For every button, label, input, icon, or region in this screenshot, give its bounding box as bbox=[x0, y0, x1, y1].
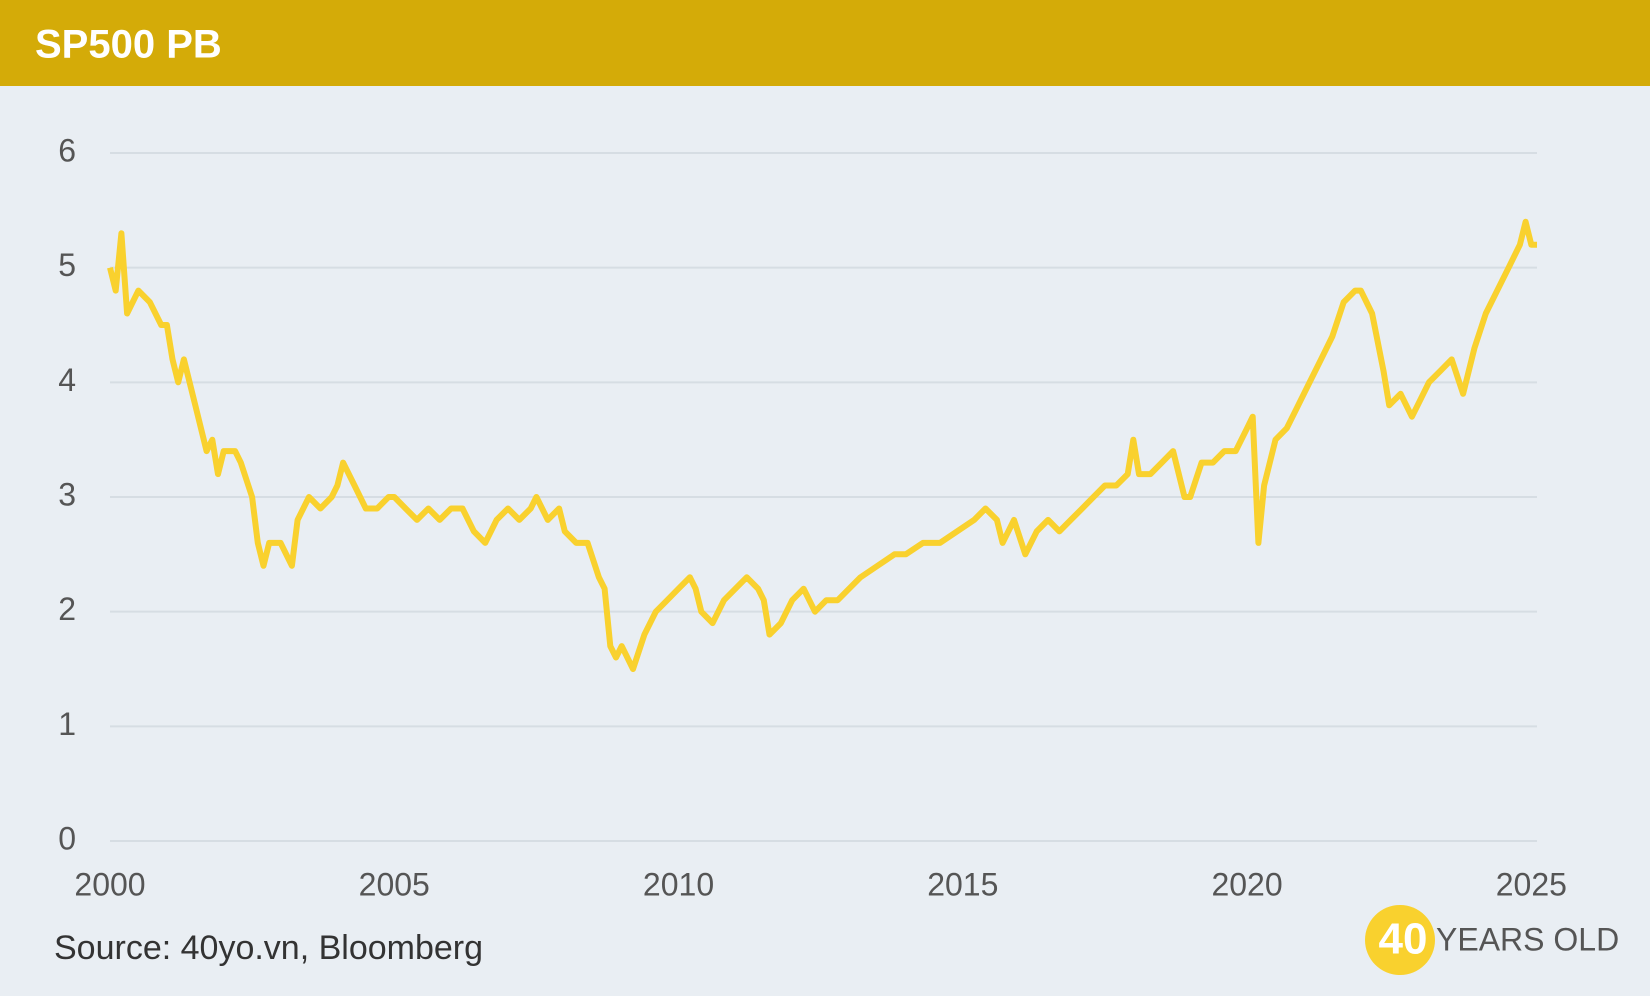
y-tick-label: 0 bbox=[58, 820, 76, 856]
data-line bbox=[107, 218, 1537, 672]
logo-number: 40 bbox=[1379, 915, 1428, 964]
x-tick-label: 2015 bbox=[927, 866, 998, 902]
y-tick-label: 4 bbox=[58, 362, 76, 398]
source: Source: 40yo.vn, Bloomberg bbox=[54, 929, 483, 967]
x-tick-label: 2005 bbox=[359, 866, 430, 902]
chart-title: SP500 PB bbox=[35, 23, 222, 67]
x-tick-label: 2010 bbox=[643, 866, 714, 902]
x-tick-label: 2020 bbox=[1211, 866, 1282, 902]
y-tick-label: 2 bbox=[58, 591, 76, 627]
x-tick-label: 2000 bbox=[74, 866, 145, 902]
header-band bbox=[0, 0, 1650, 86]
y-tick-label: 6 bbox=[58, 132, 76, 168]
x-tick-label: 2025 bbox=[1496, 866, 1567, 902]
logo-circle bbox=[1365, 905, 1435, 975]
logo-text: YEARS OLD bbox=[1436, 921, 1619, 957]
y-tick-label: 1 bbox=[58, 706, 76, 742]
y-tick-label: 3 bbox=[58, 476, 76, 512]
y-tick-label: 5 bbox=[58, 247, 76, 283]
